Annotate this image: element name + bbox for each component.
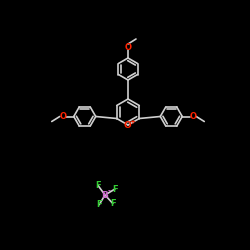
Text: O: O (190, 112, 197, 121)
Text: O: O (59, 112, 66, 121)
Text: F: F (112, 185, 117, 194)
Text: F: F (95, 181, 101, 190)
Text: F: F (96, 200, 102, 209)
Text: O: O (124, 42, 132, 51)
Text: -: - (108, 188, 111, 194)
Text: +: + (130, 118, 136, 124)
Text: O: O (124, 120, 132, 130)
Text: B: B (102, 190, 108, 200)
Text: F: F (110, 199, 116, 208)
